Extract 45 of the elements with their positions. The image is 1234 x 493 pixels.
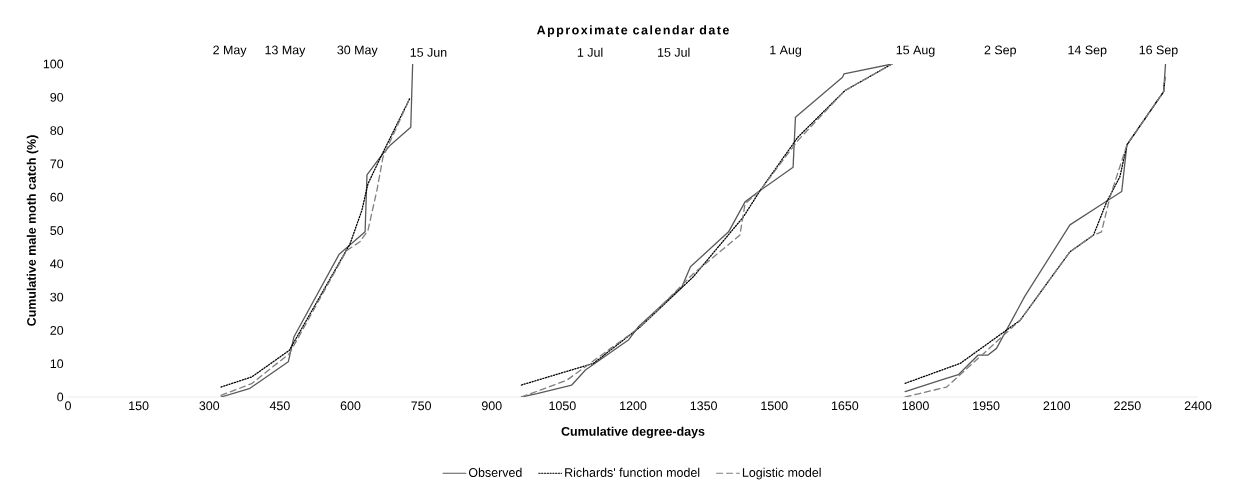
text: 14 Sep: [1068, 45, 1107, 57]
legend-label: Logistic model: [742, 467, 821, 480]
x-tick-label: 1950: [973, 401, 1000, 411]
y-tick-label: 10: [50, 359, 64, 369]
x-tick-label: 2100: [1043, 401, 1071, 411]
x-tick-label: 900: [481, 401, 502, 411]
x-tick-label: 1050: [549, 401, 576, 411]
x-tick-label: 1200: [620, 401, 647, 411]
x-tick-label: 600: [340, 401, 361, 411]
text: 1 Aug: [770, 45, 801, 57]
text: 2 May: [213, 45, 247, 57]
x-tick-label: 0: [65, 401, 71, 411]
y-tick-label: 0: [57, 392, 64, 402]
x-tick-label: 300: [199, 401, 220, 411]
y-tick-label: 60: [50, 192, 64, 202]
text: 15 Jun: [410, 48, 447, 57]
x-tick-label: 2400: [1184, 401, 1212, 411]
text: 16 Sep: [1139, 45, 1178, 57]
text: 15 Aug: [896, 45, 935, 57]
x-tick-label: 750: [411, 401, 432, 411]
x-tick-label: 450: [269, 401, 290, 411]
x-tick-label: 1650: [831, 401, 859, 411]
text: 13 May: [265, 45, 306, 57]
y-tick-label: 30: [50, 292, 64, 302]
y-tick-label: 100: [43, 59, 64, 69]
text: 2 Sep: [984, 45, 1016, 57]
x-axis-title: Cumulative degree-days: [561, 426, 705, 439]
x-tick-label: 1500: [761, 401, 788, 411]
text: 30 May: [337, 45, 378, 57]
x-tick-label: 1800: [902, 401, 929, 411]
x-tick-label: 150: [129, 401, 149, 411]
y-tick-label: 40: [50, 259, 64, 269]
y-tick-label: 70: [50, 159, 64, 169]
legend-label: Observed: [468, 467, 522, 477]
x-tick-label: 2250: [1114, 401, 1141, 411]
y-axis-title: Cumulative male moth catch (%): [26, 135, 39, 326]
y-tick-label: 20: [50, 326, 64, 335]
y-tick-label: 80: [50, 126, 64, 136]
x-tick-label: 1350: [690, 401, 717, 411]
legend-label: Richards' function model: [565, 467, 700, 477]
y-tick-label: 90: [50, 92, 64, 102]
y-tick-label: 50: [50, 226, 64, 235]
text: 15 Jul: [658, 47, 690, 57]
text: 1 Jul: [577, 47, 603, 57]
text: Approximate calendar date: [536, 25, 729, 37]
